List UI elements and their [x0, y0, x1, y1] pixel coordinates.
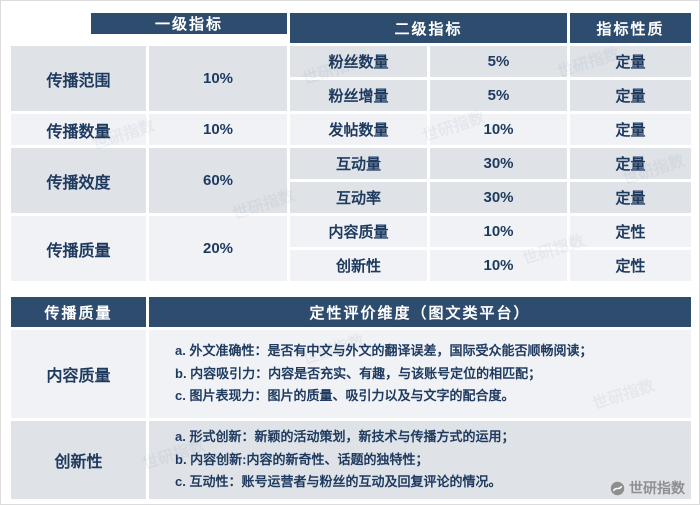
level2-weight: 10%	[430, 114, 567, 145]
row-label-innovation: 创新性	[11, 421, 146, 499]
indicator-weight-table: 一级指标 二级指标 指标性质 传播范围 10% 粉丝数量 5% 定量 粉丝增量 …	[11, 13, 691, 281]
level2-weight: 5%	[430, 80, 567, 111]
level2-name: 发帖数量	[290, 114, 427, 145]
content-quality-criteria: a. 外文准确性：是否有中文与外文的翻译误差，国际受众能否顺畅阅读； b. 内容…	[149, 330, 691, 418]
indicator-nature: 定性	[570, 250, 691, 281]
criterion-item: b. 内容创新:内容的新奇性、话题的独特性；	[175, 451, 429, 467]
criterion-item: a. 外文准确性：是否有中文与外文的翻译误差，国际受众能否顺畅阅读；	[175, 342, 593, 358]
header-level1-label: 一级指标	[91, 13, 287, 34]
header-dimension-cell: 定性评价维度（图文类平台）	[149, 297, 691, 327]
indicator-nature: 定量	[570, 46, 691, 77]
indicator-nature: 定量	[570, 182, 691, 213]
shiyan-logo-icon	[610, 481, 625, 496]
brand-text: 世研指数	[629, 480, 685, 496]
indicator-nature: 定性	[570, 216, 691, 247]
level2-weight: 10%	[430, 250, 567, 281]
level2-weight: 30%	[430, 182, 567, 213]
row-label-content-quality: 内容质量	[11, 330, 146, 418]
criterion-item: a. 形式创新：新颖的活动策划，新技术与传播方式的运用；	[175, 428, 515, 444]
level2-weight: 5%	[430, 46, 567, 77]
level1-weight: 60%	[149, 148, 287, 213]
indicator-nature: 定量	[570, 80, 691, 111]
qualitative-dimension-table: 传播质量 定性评价维度（图文类平台） 内容质量 a. 外文准确性：是否有中文与外…	[11, 297, 691, 499]
innovation-criteria: a. 形式创新：新颖的活动策划，新技术与传播方式的运用； b. 内容创新:内容的…	[149, 421, 691, 499]
header-quality-cell: 传播质量	[11, 297, 146, 327]
shiyan-brand-watermark: 世研指数	[610, 478, 685, 498]
header-level2-cell: 二级指标	[290, 13, 567, 43]
indicator-nature: 定量	[570, 114, 691, 145]
level2-name: 内容质量	[290, 216, 427, 247]
level1-name: 传播范围	[11, 46, 146, 111]
level2-weight: 10%	[430, 216, 567, 247]
level2-name: 粉丝数量	[290, 46, 427, 77]
level2-name: 创新性	[290, 250, 427, 281]
level2-weight: 30%	[430, 148, 567, 179]
header-level1-cell: 一级指标	[11, 13, 287, 43]
level1-name: 传播效度	[11, 148, 146, 213]
level1-weight: 10%	[149, 114, 287, 145]
level1-weight: 20%	[149, 216, 287, 281]
criterion-item: c. 图片表现力：图片的质量、吸引力以及与文字的配合度。	[175, 388, 515, 404]
indicator-nature: 定量	[570, 148, 691, 179]
level2-name: 互动量	[290, 148, 427, 179]
level1-weight: 10%	[149, 46, 287, 111]
header-nature-cell: 指标性质	[570, 13, 691, 43]
criterion-item: c. 互动性：账号运营者与粉丝的互动及回复评论的情况。	[175, 474, 502, 490]
level1-name: 传播质量	[11, 216, 146, 281]
level2-name: 互动率	[290, 182, 427, 213]
level2-name: 粉丝增量	[290, 80, 427, 111]
level1-name: 传播数量	[11, 114, 146, 145]
criterion-item: b. 内容吸引力：内容是否充实、有趣，与该账号定位的相匹配；	[175, 365, 542, 381]
